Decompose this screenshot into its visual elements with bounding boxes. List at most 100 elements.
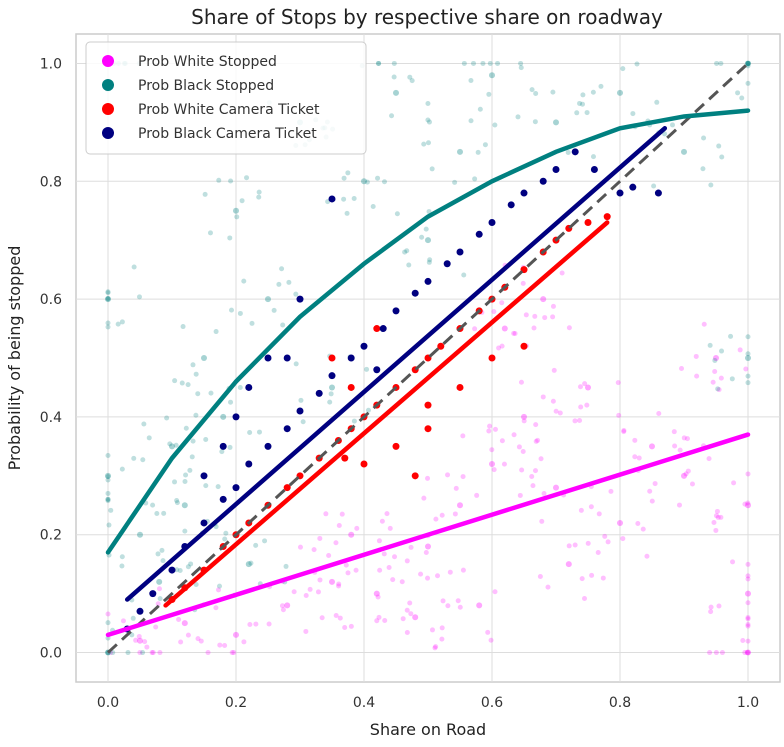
series-2-point xyxy=(193,582,199,588)
series-1-point xyxy=(677,447,683,453)
series-1-point xyxy=(600,575,606,581)
series-2-point xyxy=(425,140,431,146)
series-4-point xyxy=(616,189,624,197)
series-1-point xyxy=(329,578,335,585)
y-axis-label: Probability of being stopped xyxy=(5,246,24,471)
series-4-point xyxy=(392,307,400,315)
series-1-point xyxy=(176,617,182,623)
series-1-point xyxy=(672,443,678,449)
series-2-point xyxy=(105,295,111,301)
series-1-point xyxy=(647,488,653,494)
series-2-point xyxy=(712,357,718,363)
series-1-point xyxy=(342,624,348,630)
grid-lines xyxy=(76,34,780,682)
series-4-point xyxy=(219,442,227,450)
series-1-point xyxy=(683,471,689,477)
series-2-point xyxy=(233,207,239,214)
series-2-point xyxy=(351,418,357,424)
series-1-point xyxy=(375,594,381,600)
series-1-point xyxy=(518,379,524,385)
series-2-point xyxy=(457,148,463,155)
series-1-point xyxy=(153,624,159,630)
series-2-point xyxy=(532,119,538,125)
series-1-point xyxy=(745,576,751,582)
series-1-point xyxy=(585,384,591,391)
series-2-point xyxy=(207,230,213,236)
series-1-point xyxy=(303,628,309,634)
series-1-point xyxy=(745,650,751,656)
series-1-point xyxy=(711,519,717,525)
series-1-point xyxy=(382,617,388,623)
series-2-point xyxy=(745,334,751,340)
series-2-point xyxy=(249,320,255,326)
series-1-point xyxy=(585,540,591,546)
series-2-point xyxy=(708,182,714,188)
series-1-point xyxy=(198,638,204,644)
series-1-point xyxy=(492,426,498,432)
series-1-point xyxy=(635,521,641,527)
series-2-point xyxy=(375,60,381,66)
series-1-point xyxy=(520,448,526,454)
series-2-point xyxy=(137,531,143,538)
series-1-point xyxy=(719,650,725,656)
series-1-point xyxy=(550,314,556,320)
series-1-point xyxy=(445,603,451,609)
series-1-point xyxy=(317,577,323,583)
series-1-point xyxy=(602,533,608,539)
series-2-point xyxy=(393,89,399,96)
series-1-point xyxy=(326,553,332,559)
series-1-point xyxy=(708,609,714,615)
series-2-point xyxy=(179,380,185,386)
series-2-point xyxy=(700,166,706,172)
series-1-point xyxy=(676,502,682,508)
series-4-point xyxy=(411,289,419,297)
series-2-point xyxy=(223,530,229,536)
series-1-point xyxy=(418,571,424,577)
series-2-point xyxy=(293,361,299,367)
series-1-point xyxy=(373,590,380,597)
series-1-point xyxy=(432,645,438,651)
series-1-point xyxy=(323,511,329,517)
series-1-point xyxy=(685,468,691,474)
series-2-point xyxy=(681,148,687,155)
series-1-point xyxy=(716,603,722,609)
series-1-point xyxy=(439,636,445,642)
series-1-point xyxy=(551,367,557,373)
series-2-point xyxy=(256,194,262,200)
series-1-point xyxy=(533,422,539,428)
series-1-point xyxy=(566,543,572,549)
series-4-point xyxy=(264,354,272,362)
series-2-point xyxy=(167,441,173,447)
series-1-point xyxy=(136,633,142,639)
series-1-point xyxy=(745,622,751,628)
series-2-point xyxy=(228,178,234,184)
series-1-point xyxy=(404,558,410,564)
series-4-point xyxy=(328,372,336,380)
series-1-point xyxy=(333,612,339,618)
series-2-point xyxy=(146,435,152,441)
series-2-point xyxy=(172,378,178,384)
series-2-point xyxy=(461,60,467,66)
chart-marks xyxy=(105,60,751,656)
series-2-point xyxy=(425,117,431,123)
series-2-point xyxy=(361,178,367,185)
series-2-point xyxy=(131,264,137,270)
series-2-point xyxy=(404,248,410,254)
series-2-point xyxy=(141,421,147,427)
series-2-point xyxy=(119,554,125,560)
series-1-point xyxy=(710,379,716,385)
series-2-point xyxy=(108,507,114,513)
series-1-point xyxy=(532,468,538,474)
series-2-point xyxy=(119,563,125,569)
series-1-point xyxy=(303,593,309,599)
series-2-point xyxy=(180,324,186,330)
series-2-point xyxy=(227,444,233,450)
series-2-point xyxy=(461,272,467,278)
series-1-point xyxy=(492,589,498,595)
series-2-point xyxy=(181,502,188,509)
series-2-point xyxy=(105,290,111,296)
series-2-point xyxy=(376,60,382,66)
series-1-fit-line xyxy=(105,432,751,638)
series-2-point xyxy=(244,175,250,181)
series-2-point xyxy=(187,467,193,473)
